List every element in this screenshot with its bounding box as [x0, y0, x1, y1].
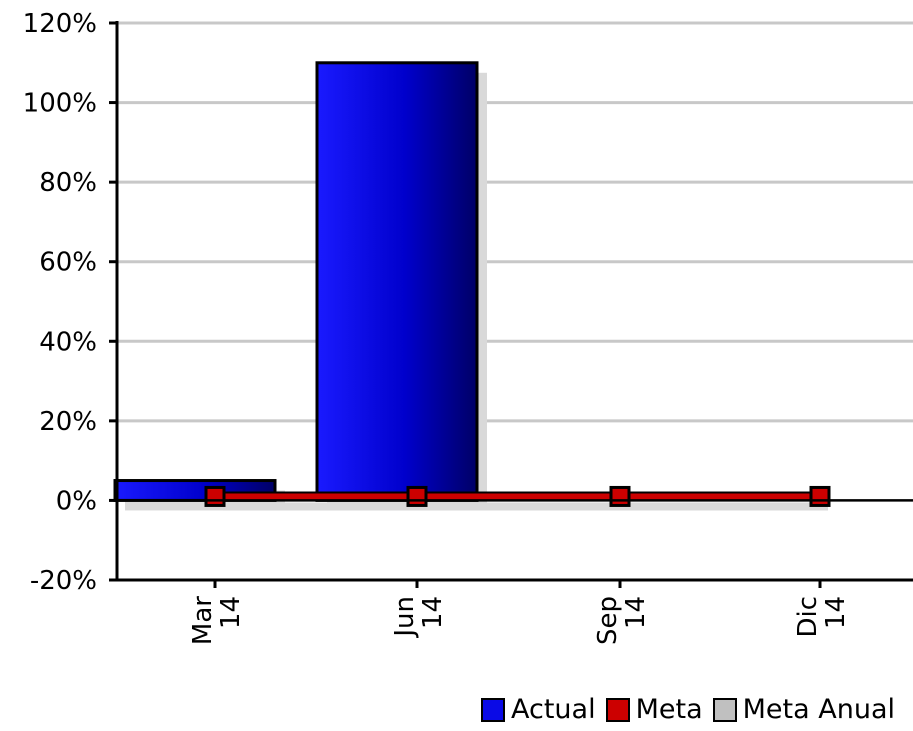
legend: Actual Meta Meta Anual: [471, 694, 895, 725]
meta-point: [809, 485, 831, 507]
meta-point: [406, 485, 428, 507]
x-tick-label: Jun14: [390, 596, 448, 639]
legend-item-actual: Actual: [480, 694, 596, 725]
bar: [315, 61, 479, 502]
legend-swatch-meta: [605, 697, 630, 722]
x-tick-label: Mar14: [188, 596, 246, 645]
y-tick-label: 120%: [23, 9, 97, 39]
y-tick-label: 20%: [39, 407, 97, 437]
legend-swatch-meta-anual: [712, 697, 737, 722]
y-tick-label: 40%: [39, 327, 97, 357]
legend-label-actual: Actual: [510, 694, 596, 725]
meta-point: [609, 485, 631, 507]
y-tick-label: -20%: [30, 566, 97, 596]
legend-label-meta-anual: Meta Anual: [742, 694, 895, 725]
legend-item-meta: Meta: [605, 694, 703, 725]
y-tick-label: 0%: [56, 486, 97, 516]
x-tick-label: Dic14: [793, 596, 851, 638]
legend-item-meta-anual: Meta Anual: [712, 694, 895, 725]
y-tick-label: 100%: [23, 89, 97, 119]
meta-point: [204, 485, 226, 507]
x-tick-label: Sep14: [593, 596, 651, 645]
x-tick-text: Jun14: [390, 596, 448, 639]
legend-swatch-actual: [480, 697, 505, 722]
y-tick-label: 80%: [39, 168, 97, 198]
x-tick-text: Mar14: [188, 596, 246, 645]
x-tick-text: Dic14: [793, 596, 851, 638]
y-tick-label: 60%: [39, 248, 97, 278]
legend-label-meta: Meta: [635, 694, 703, 725]
x-tick-text: Sep14: [593, 596, 651, 645]
